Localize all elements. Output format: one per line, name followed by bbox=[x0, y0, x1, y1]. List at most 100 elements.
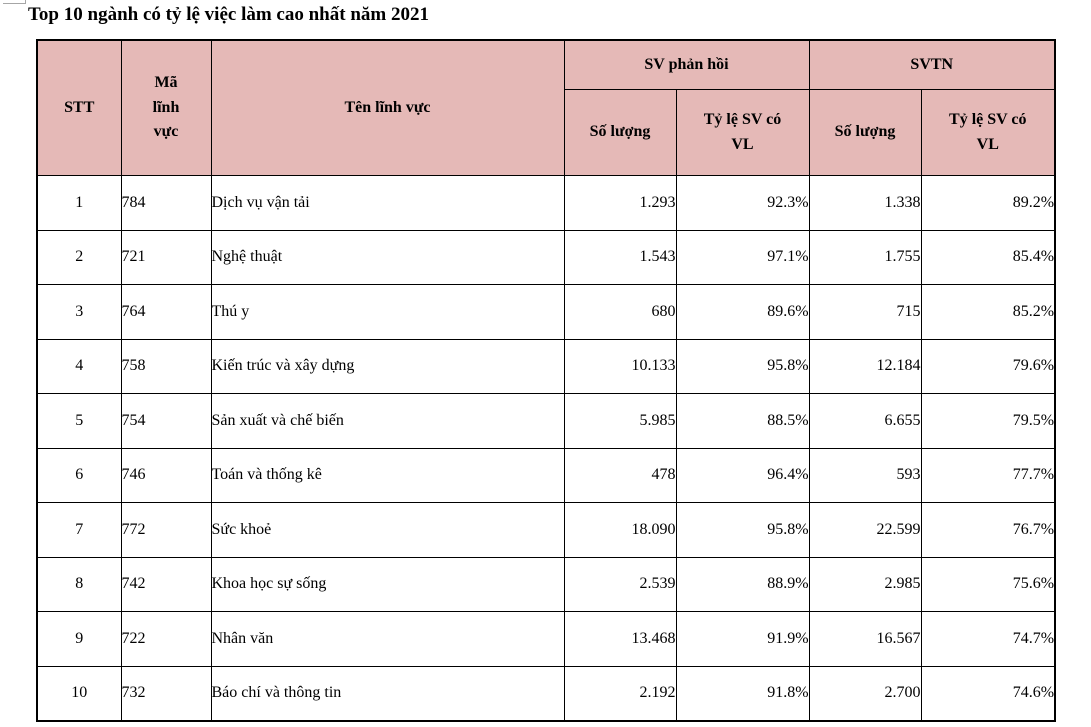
table-row: 4 758 Kiến trúc và xây dựng 10.133 95.8%… bbox=[36, 338, 1056, 395]
page-title: Top 10 ngành có tỷ lệ việc làm cao nhất … bbox=[28, 4, 429, 25]
header-group-respondents: SV phản hồi bbox=[563, 39, 810, 91]
cell-field-name: Nghệ thuật bbox=[210, 229, 565, 286]
cell-graduates-employment-rate: 79.5% bbox=[920, 393, 1056, 449]
cell-field-code: 722 bbox=[120, 611, 212, 667]
cell-graduates-count: 2.985 bbox=[808, 556, 922, 613]
header-group-graduates-label: SVTN bbox=[910, 55, 954, 73]
header-row-groups: STT Mã lĩnh vực Tên lĩnh vực SV phản hồi… bbox=[36, 39, 1056, 177]
cell-respondents-employment-rate: 95.8% bbox=[675, 338, 810, 395]
header-graduates-count: Số lượng bbox=[808, 89, 922, 177]
cell-graduates-employment-rate: 79.6% bbox=[920, 338, 1056, 395]
header-respondents-rate-label: Tỷ lệ SV có VL bbox=[703, 110, 782, 153]
cell-stt: 2 bbox=[36, 229, 122, 286]
cell-stt: 9 bbox=[36, 611, 122, 667]
cell-respondents-employment-rate: 95.8% bbox=[675, 502, 810, 558]
cell-field-name: Sức khoẻ bbox=[210, 502, 565, 558]
header-respondents-count-label: Số lượng bbox=[589, 123, 651, 141]
cropped-cell-fragment bbox=[3, 0, 26, 4]
table-row: 6 746 Toán và thống kê 478 96.4% 593 77.… bbox=[36, 447, 1056, 504]
cell-respondents-employment-rate: 92.3% bbox=[675, 175, 810, 231]
cell-field-code: 784 bbox=[120, 175, 212, 231]
table-row: 1 784 Dịch vụ vận tải 1.293 92.3% 1.338 … bbox=[36, 175, 1056, 231]
cell-stt: 6 bbox=[36, 447, 122, 504]
employment-rate-table: STT Mã lĩnh vực Tên lĩnh vực SV phản hồi… bbox=[36, 38, 1057, 722]
table-row: 9 722 Nhân văn 13.468 91.9% 16.567 74.7% bbox=[36, 611, 1056, 667]
cell-field-code: 746 bbox=[120, 447, 212, 504]
cell-stt: 10 bbox=[36, 665, 122, 722]
cell-field-name: Nhân văn bbox=[210, 611, 565, 667]
cell-graduates-count: 1.755 bbox=[808, 229, 922, 286]
cell-stt: 1 bbox=[36, 175, 122, 231]
header-group-graduates: SVTN bbox=[808, 39, 1056, 91]
cell-field-code: 721 bbox=[120, 229, 212, 286]
cell-respondents-count: 5.985 bbox=[563, 393, 677, 449]
cell-respondents-employment-rate: 97.1% bbox=[675, 229, 810, 286]
header-graduates-rate-label: Tỷ lệ SV có VL bbox=[949, 110, 1027, 153]
cell-stt: 4 bbox=[36, 338, 122, 395]
cell-respondents-count: 18.090 bbox=[563, 502, 677, 558]
cell-respondents-employment-rate: 88.5% bbox=[675, 393, 810, 449]
header-field-name-label: Tên lĩnh vực bbox=[344, 98, 431, 116]
header-group-respondents-label: SV phản hồi bbox=[644, 55, 729, 73]
cell-field-code: 732 bbox=[120, 665, 212, 722]
cell-field-code: 758 bbox=[120, 338, 212, 395]
table-header: STT Mã lĩnh vực Tên lĩnh vực SV phản hồi… bbox=[36, 39, 1056, 177]
header-graduates-rate: Tỷ lệ SV có VL bbox=[920, 89, 1056, 177]
cell-graduates-count: 16.567 bbox=[808, 611, 922, 667]
cell-graduates-employment-rate: 89.2% bbox=[920, 175, 1056, 231]
table-row: 3 764 Thú y 680 89.6% 715 85.2% bbox=[36, 284, 1056, 340]
cell-graduates-count: 12.184 bbox=[808, 338, 922, 395]
table-row: 7 772 Sức khoẻ 18.090 95.8% 22.599 76.7% bbox=[36, 502, 1056, 558]
cell-respondents-count: 1.293 bbox=[563, 175, 677, 231]
cell-field-code: 754 bbox=[120, 393, 212, 449]
table-row: 8 742 Khoa học sự sống 2.539 88.9% 2.985… bbox=[36, 556, 1056, 613]
header-field-code-label: Mã lĩnh vực bbox=[152, 73, 180, 141]
header-stt-label: STT bbox=[64, 98, 95, 116]
cell-graduates-employment-rate: 85.2% bbox=[920, 284, 1056, 340]
cell-graduates-count: 22.599 bbox=[808, 502, 922, 558]
cell-graduates-count: 715 bbox=[808, 284, 922, 340]
cell-stt: 5 bbox=[36, 393, 122, 449]
header-graduates-count-label: Số lượng bbox=[834, 123, 896, 141]
cell-graduates-employment-rate: 85.4% bbox=[920, 229, 1056, 286]
table-row: 5 754 Sản xuất và chế biến 5.985 88.5% 6… bbox=[36, 393, 1056, 449]
cell-graduates-employment-rate: 74.7% bbox=[920, 611, 1056, 667]
cell-graduates-count: 2.700 bbox=[808, 665, 922, 722]
cell-graduates-count: 1.338 bbox=[808, 175, 922, 231]
cell-respondents-count: 13.468 bbox=[563, 611, 677, 667]
header-field-name: Tên lĩnh vực bbox=[210, 39, 565, 177]
cell-respondents-count: 680 bbox=[563, 284, 677, 340]
cell-field-code: 742 bbox=[120, 556, 212, 613]
header-stt: STT bbox=[36, 39, 122, 177]
cell-respondents-count: 1.543 bbox=[563, 229, 677, 286]
header-respondents-count: Số lượng bbox=[563, 89, 677, 177]
cell-stt: 3 bbox=[36, 284, 122, 340]
header-field-code: Mã lĩnh vực bbox=[120, 39, 212, 177]
cell-graduates-employment-rate: 77.7% bbox=[920, 447, 1056, 504]
cell-stt: 7 bbox=[36, 502, 122, 558]
cell-graduates-count: 6.655 bbox=[808, 393, 922, 449]
table-row: 10 732 Báo chí và thông tin 2.192 91.8% … bbox=[36, 665, 1056, 722]
table-body: 1 784 Dịch vụ vận tải 1.293 92.3% 1.338 … bbox=[36, 175, 1056, 722]
cell-field-name: Thú y bbox=[210, 284, 565, 340]
cell-field-name: Báo chí và thông tin bbox=[210, 665, 565, 722]
cell-respondents-count: 2.539 bbox=[563, 556, 677, 613]
cell-graduates-employment-rate: 76.7% bbox=[920, 502, 1056, 558]
cell-respondents-count: 478 bbox=[563, 447, 677, 504]
cell-field-name: Sản xuất và chế biến bbox=[210, 393, 565, 449]
cell-respondents-employment-rate: 89.6% bbox=[675, 284, 810, 340]
cell-field-name: Kiến trúc và xây dựng bbox=[210, 338, 565, 395]
table-row: 2 721 Nghệ thuật 1.543 97.1% 1.755 85.4% bbox=[36, 229, 1056, 286]
cell-respondents-employment-rate: 91.9% bbox=[675, 611, 810, 667]
cell-field-name: Dịch vụ vận tải bbox=[210, 175, 565, 231]
header-respondents-rate: Tỷ lệ SV có VL bbox=[675, 89, 810, 177]
cell-field-name: Toán và thống kê bbox=[210, 447, 565, 504]
cell-graduates-count: 593 bbox=[808, 447, 922, 504]
cell-respondents-employment-rate: 88.9% bbox=[675, 556, 810, 613]
cell-graduates-employment-rate: 74.6% bbox=[920, 665, 1056, 722]
cell-stt: 8 bbox=[36, 556, 122, 613]
cell-respondents-count: 2.192 bbox=[563, 665, 677, 722]
cell-respondents-employment-rate: 91.8% bbox=[675, 665, 810, 722]
cell-respondents-count: 10.133 bbox=[563, 338, 677, 395]
